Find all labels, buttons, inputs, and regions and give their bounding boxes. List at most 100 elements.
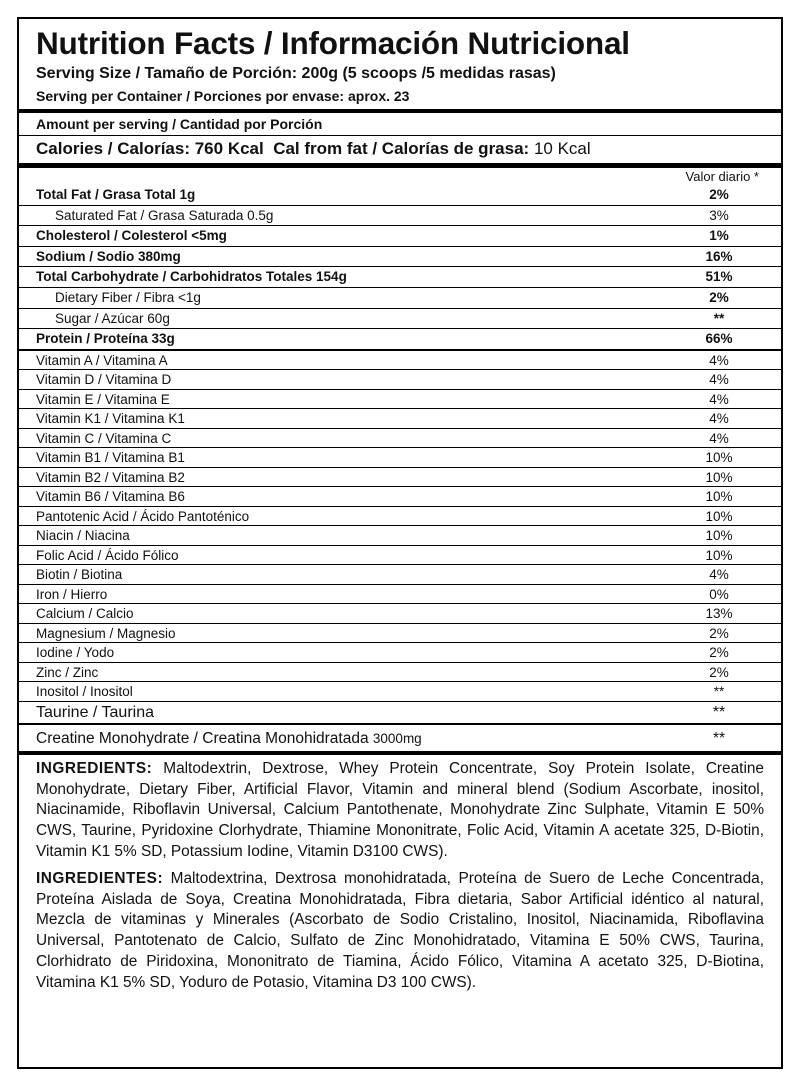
nutrient-row: Cholesterol / Colesterol <5mg 1%	[19, 225, 781, 246]
row-label: Iodine / Yodo	[36, 645, 115, 661]
row-label: Vitamin E / Vitamina E	[36, 391, 170, 407]
nutrient-row: Sugar / Azúcar 60g **	[19, 307, 781, 329]
vitamin-row: Calcium / Calcio 13%	[19, 603, 781, 623]
vitamin-row: Niacin / Niacina 10%	[19, 525, 781, 545]
daily-value-header: Valor diario *	[685, 169, 759, 184]
row-value: 10%	[705, 489, 733, 505]
nutrient-row: Sodium / Sodio 380mg 16%	[19, 245, 781, 267]
row-value: 2%	[709, 664, 729, 680]
row-value: 0%	[709, 586, 729, 602]
row-value: 2%	[709, 625, 729, 641]
row-value: **	[713, 310, 725, 326]
row-label: Vitamin K1 / Vitamina K1	[36, 411, 185, 427]
row-label: Vitamin D / Vitamina D	[36, 372, 172, 388]
ingredients: INGREDIENTS: Maltodextrin, Dextrose, Whe…	[19, 755, 781, 994]
vitamin-row: Vitamin E / Vitamina E 4%	[19, 388, 781, 409]
row-amount: 3000mg	[372, 730, 422, 746]
nutrient-row: Saturated Fat / Grasa Saturada 0.5g 3%	[19, 204, 781, 226]
nutrient-row: Total Fat / Grasa Total 1g 2%	[19, 185, 781, 205]
row-label: Protein / Proteína 33g	[36, 331, 175, 347]
main-rows: Total Fat / Grasa Total 1g 2% Saturated Fa…	[19, 185, 781, 349]
row-value: 4%	[709, 567, 729, 583]
vitamin-row: Vitamin A / Vitamina A 4%	[19, 351, 781, 370]
row-label: Inositol / Inositol	[36, 684, 133, 700]
vitamin-row: Inositol / Inositol **	[19, 681, 781, 701]
row-label: Sugar / Azúcar 60g	[55, 310, 170, 326]
row-value: 3%	[709, 207, 729, 223]
row-value: 16%	[705, 248, 733, 264]
row-label: Taurine / Taurina	[36, 703, 154, 721]
nutrition-label: Nutrition Facts / Información Nutriciona…	[17, 17, 783, 1069]
ingredient-paragraph: INGREDIENTES: Maltodextrina, Dextrosa mo…	[36, 869, 764, 994]
row-value: 2%	[709, 645, 729, 661]
row-label: Saturated Fat / Grasa Saturada 0.5g	[55, 207, 274, 223]
row-value: 10%	[705, 528, 733, 544]
vitamin-row: Vitamin D / Vitamina D 4%	[19, 369, 781, 389]
row-value: 10%	[705, 450, 733, 466]
row-value: **	[712, 729, 726, 747]
row-label: Cholesterol / Colesterol <5mg	[36, 228, 227, 244]
row-label: Vitamin A / Vitamina A	[36, 352, 168, 368]
row-label: Zinc / Zinc	[36, 664, 99, 680]
row-value: 13%	[705, 606, 733, 622]
row-label: Vitamin B1 / Vitamina B1	[36, 450, 185, 466]
row-label: Vitamin C / Vitamina C	[36, 430, 172, 446]
row-label: Iron / Hierro	[36, 586, 108, 602]
row-value: **	[712, 703, 726, 721]
row-label: Vitamin B6 / Vitamina B6	[36, 489, 185, 505]
divider	[19, 750, 781, 755]
nutrient-row: Protein / Proteína 33g 66%	[19, 328, 781, 349]
vitamin-row: Vitamin B2 / Vitamina B2 10%	[19, 466, 781, 487]
ingredient-label: INGREDIENTS:	[36, 759, 153, 777]
title: Nutrition Facts / Información Nutriciona…	[36, 25, 630, 61]
vitamin-row: Iodine / Yodo 2%	[19, 642, 781, 662]
row-value: 2%	[709, 289, 729, 305]
creatine-row: Creatine Monohydrate / Creatina Monohidr…	[19, 722, 781, 751]
row-label: Pantotenic Acid / Ácido Pantoténico	[36, 508, 250, 524]
ingredient-text: Maltodextrin, Dextrose, Whey Protein Con…	[36, 759, 764, 860]
vitamin-row: Folic Acid / Ácido Fólico 10%	[19, 544, 781, 565]
row-value: 4%	[709, 430, 729, 446]
ingredient-label: INGREDIENTES:	[36, 869, 164, 887]
divider	[19, 109, 781, 113]
calories-line: Calories / Calorías: 760 Kcal Cal from f…	[19, 135, 781, 163]
fat-calories-label: Cal from fat / Calorías de grasa:	[273, 139, 530, 158]
row-value: 4%	[709, 352, 729, 368]
vitamin-row: Vitamin B1 / Vitamina B1 10%	[19, 447, 781, 467]
taurine-row: Taurine / Taurina **	[19, 700, 781, 723]
servings-per-container: Serving per Container / Porciones por en…	[36, 88, 410, 104]
vitamin-rows: Vitamin A / Vitamina A 4% Vitamin D / Vita…	[19, 351, 781, 701]
row-value: 51%	[705, 269, 733, 285]
vitamin-row: Pantotenic Acid / Ácido Pantoténico 10%	[19, 505, 781, 526]
vitamin-row: Vitamin K1 / Vitamina K1 4%	[19, 408, 781, 428]
divider	[19, 163, 781, 168]
row-value: 4%	[709, 391, 729, 407]
vitamin-row: Magnesium / Magnesio 2%	[19, 622, 781, 643]
row-value: 10%	[705, 508, 733, 524]
row-label: Creatine Monohydrate / Creatina Monohidr…	[36, 729, 369, 747]
divider	[19, 348, 781, 351]
row-value: 4%	[709, 372, 729, 388]
vitamin-row: Iron / Hierro 0%	[19, 583, 781, 604]
row-label: Sodium / Sodio 380mg	[36, 248, 181, 264]
row-label: Total Carbohydrate / Carbohidratos Total…	[36, 269, 347, 285]
serving-size: Serving Size / Tamaño de Porción: 200g (…	[36, 65, 556, 82]
vitamin-row: Zinc / Zinc 2%	[19, 661, 781, 682]
row-label: Biotin / Biotina	[36, 567, 123, 583]
vitamin-row: Biotin / Biotina 4%	[19, 564, 781, 584]
amount-label: Amount per serving / Cantidad por Porció…	[36, 116, 323, 132]
vitamin-row: Vitamin C / Vitamina C 4%	[19, 427, 781, 448]
fat-calories-value: 10 Kcal	[533, 139, 591, 158]
row-label: Total Fat / Grasa Total 1g	[36, 187, 196, 202]
row-value: 2%	[709, 187, 729, 202]
calories: Calories / Calorías: 760 Kcal	[36, 139, 264, 158]
ingredient-paragraph: INGREDIENTS: Maltodextrin, Dextrose, Whe…	[36, 759, 764, 863]
row-value: 10%	[705, 469, 733, 485]
row-value: 4%	[709, 411, 729, 427]
nutrient-row: Dietary Fiber / Fibra <1g 2%	[19, 286, 781, 308]
row-label: Niacin / Niacina	[36, 528, 130, 544]
row-label-wrap: Creatine Monohydrate / Creatina Monohidr…	[36, 725, 422, 751]
nutrient-row: Total Carbohydrate / Carbohidratos Total…	[19, 266, 781, 287]
row-label: Magnesium / Magnesio	[36, 625, 176, 641]
row-label: Folic Acid / Ácido Fólico	[36, 547, 179, 563]
